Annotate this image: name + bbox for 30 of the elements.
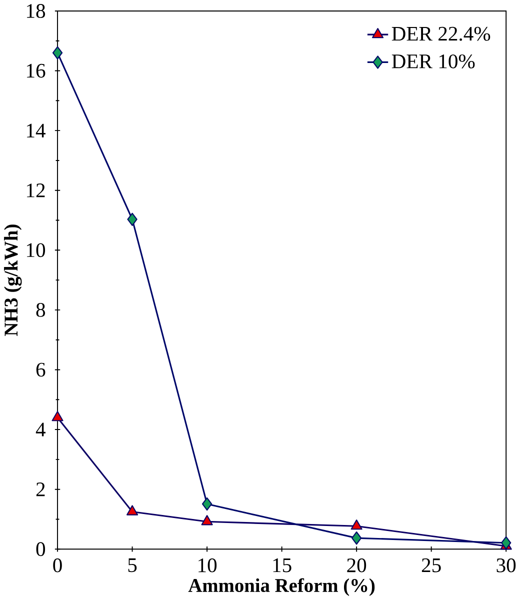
y-tick-label: 14	[26, 124, 46, 138]
point	[350, 520, 362, 530]
x-axis-title: Ammonia Reform (%)	[188, 578, 374, 596]
x-tick-label: 30	[496, 558, 516, 572]
point	[351, 531, 362, 545]
y-tick-label: 8	[36, 303, 45, 317]
y-tick-label: 6	[36, 362, 45, 377]
y-tick-label: 16	[26, 64, 45, 78]
point	[500, 536, 511, 550]
point	[52, 410, 64, 422]
point	[52, 46, 62, 60]
y-axis-title: NH3 (g/kWh)	[4, 224, 22, 336]
x-tick-label: 15	[273, 558, 292, 572]
legend-label: DER 10%	[392, 54, 474, 68]
point	[126, 212, 138, 226]
x-tick-label: 10	[198, 558, 216, 572]
y-tick-label: 4	[36, 422, 46, 436]
legend-label: DER 22.4%	[392, 26, 490, 41]
x-tick-label: 25	[422, 558, 441, 572]
x-tick-label: 0	[52, 558, 62, 572]
point	[202, 497, 212, 511]
x-tick-label: 20	[346, 558, 366, 572]
point	[126, 505, 138, 516]
x-tick-label: 5	[128, 558, 136, 572]
y-tick-label: 10	[26, 243, 45, 258]
y-tick-label: 0	[36, 542, 45, 556]
y-tick-label: 18	[26, 4, 45, 18]
y-tick-label: 12	[26, 184, 44, 198]
y-tick-label: 2	[36, 482, 44, 496]
point	[201, 515, 213, 526]
